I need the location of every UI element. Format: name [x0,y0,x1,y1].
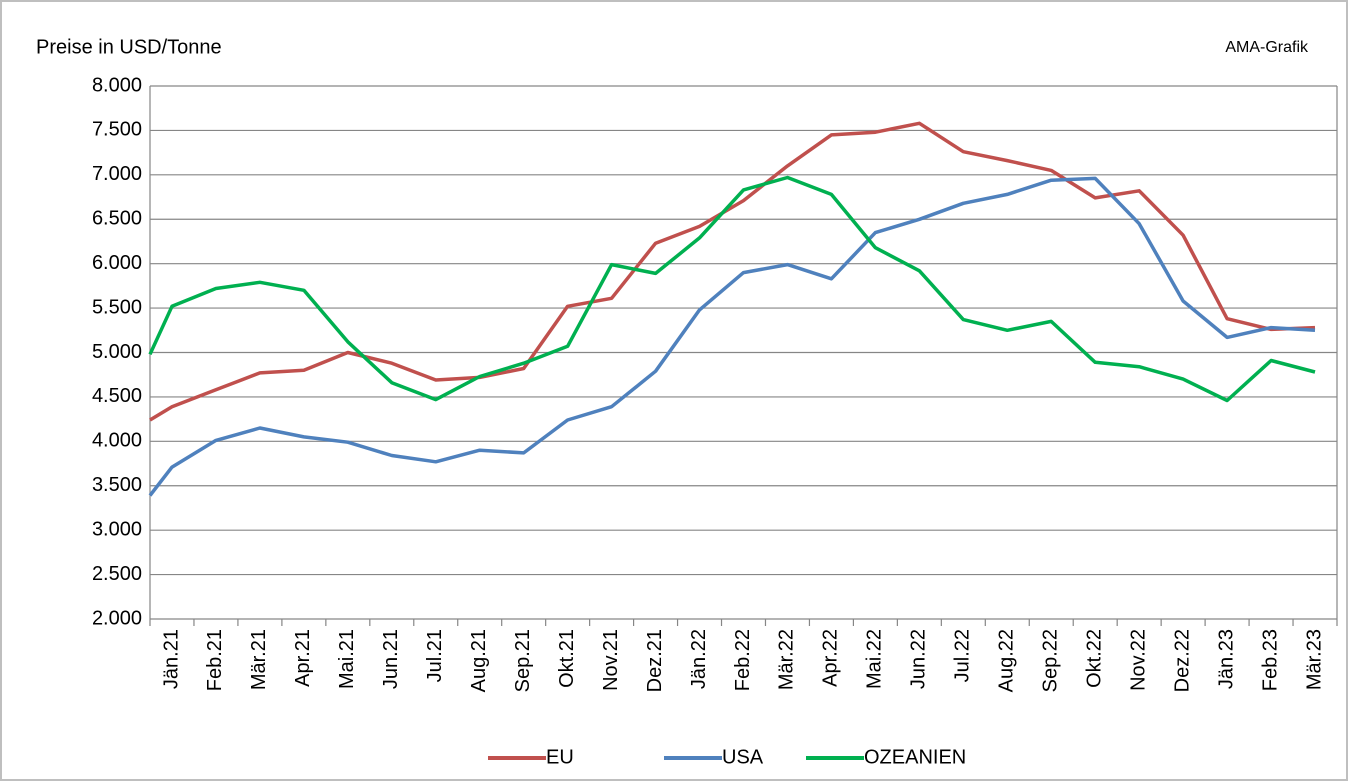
y-tick-label: 2.500 [92,563,142,585]
x-tick-label: Jän.21 [160,629,182,689]
x-tick-label: Sep.22 [1040,629,1062,692]
x-tick-label: Feb.23 [1259,629,1281,691]
x-tick-label: Mai.21 [336,629,358,689]
x-tick-label: Okt.22 [1083,629,1105,688]
x-tick-label: Feb.21 [204,629,226,691]
legend-label: OZEANIEN [864,746,966,768]
x-tick-label: Mär.23 [1303,629,1325,690]
y-tick-label: 4.000 [92,430,142,452]
x-tick-label: Aug.21 [468,629,490,692]
y-tick-label: 5.000 [92,341,142,363]
y-tick-label: 5.500 [92,296,142,318]
y-tick-label: 3.500 [92,474,142,496]
x-tick-label: Mai.22 [864,629,886,689]
x-tick-label: Nov.22 [1127,629,1149,691]
chart-title: Preise in USD/Tonne [36,36,222,58]
y-tick-label: 3.000 [92,518,142,540]
x-tick-label: Jän.23 [1215,629,1237,689]
legend-label: USA [722,746,764,768]
x-tick-label: Aug.22 [996,629,1018,692]
legend-label: EU [546,746,574,768]
x-tick-label: Jun.21 [380,629,402,689]
x-tick-label: Feb.22 [732,629,754,691]
x-tick-label: Mär.22 [776,629,798,690]
x-tick-label: Apr.21 [292,629,314,687]
x-tick-label: Sep.21 [512,629,534,692]
x-tick-label: Jän.22 [688,629,710,689]
x-tick-label: Jun.22 [908,629,930,689]
x-tick-label: Nov.21 [600,629,622,691]
x-tick-label: Apr.22 [820,629,842,687]
y-tick-label: 7.500 [92,119,142,141]
x-tick-label: Okt.21 [556,629,578,688]
x-tick-label: Jul.22 [952,629,974,682]
y-tick-label: 4.500 [92,385,142,407]
annotation: AMA-Grafik [1225,39,1309,56]
y-tick-label: 6.000 [92,252,142,274]
series-line [148,176,1316,497]
y-tick-label: 7.000 [92,163,142,185]
x-tick-label: Dez.21 [644,629,666,692]
series-line [148,175,1316,403]
y-tick-label: 2.000 [92,607,142,629]
x-tick-label: Mär.21 [248,629,270,690]
x-tick-label: Dez.22 [1171,629,1193,692]
x-tick-label: Jul.21 [424,629,446,682]
y-tick-label: 6.500 [92,208,142,230]
y-tick-label: 8.000 [92,74,142,96]
